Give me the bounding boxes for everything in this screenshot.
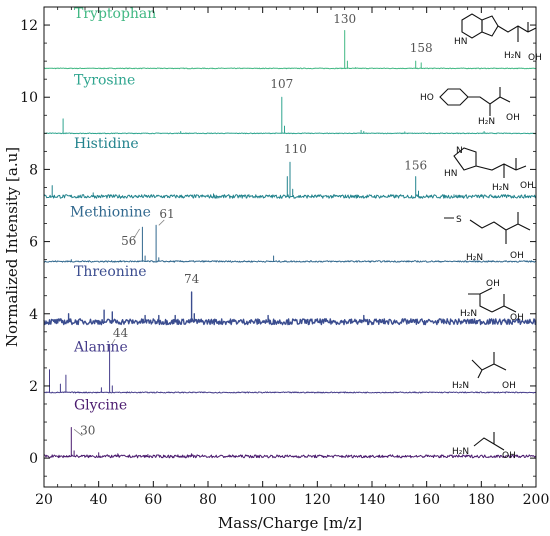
series-label-histidine: Histidine xyxy=(74,136,139,152)
y-tick-label-6: 6 xyxy=(29,235,38,251)
threonine-structure: OH H₂N OH xyxy=(460,279,524,323)
alanine-structure: H₂N OH xyxy=(452,352,516,391)
svg-text:HO: HO xyxy=(420,93,434,103)
peak-label-tyrosine-107: 107 xyxy=(270,77,293,91)
peak-label-alanine-44: 44 xyxy=(113,326,129,340)
plot-area xyxy=(43,30,537,459)
leader-line-methionine-61 xyxy=(158,219,165,226)
svg-text:H₂N: H₂N xyxy=(504,51,521,61)
series-line-methionine xyxy=(43,224,536,263)
series-label-methionine: Methionine xyxy=(70,204,151,220)
x-tick-label-140: 140 xyxy=(359,492,386,508)
y-tick-label-0: 0 xyxy=(29,451,38,467)
series-line-tryptophan xyxy=(43,30,537,70)
svg-text:OH: OH xyxy=(486,279,500,289)
svg-text:H₂N: H₂N xyxy=(466,253,483,263)
leader-line-methionine-56 xyxy=(132,228,141,240)
series-line-histidine xyxy=(43,161,537,199)
svg-text:H₂N: H₂N xyxy=(492,183,509,193)
series-line-glycine xyxy=(43,427,537,459)
methionine-structure: S H₂N OH xyxy=(444,212,531,263)
x-tick-label-20: 20 xyxy=(35,492,53,508)
svg-text:H₂N: H₂N xyxy=(452,447,469,457)
svg-text:H₂N: H₂N xyxy=(478,117,495,127)
x-axis-title: Mass/Charge [m/z] xyxy=(218,514,362,532)
x-tick-label-40: 40 xyxy=(90,492,108,508)
svg-text:OH: OH xyxy=(510,251,524,261)
y-tick-label-2: 2 xyxy=(29,379,38,395)
glycine-structure: H₂N OH xyxy=(452,432,516,461)
peak-label-threonine-74: 74 xyxy=(184,272,200,286)
series-label-glycine: Glycine xyxy=(74,397,127,413)
x-tick-label-120: 120 xyxy=(304,492,331,508)
series-label-tyrosine: Tyrosine xyxy=(74,73,135,89)
peak-label-methionine-61: 61 xyxy=(159,207,174,221)
series-label-threonine: Threonine xyxy=(74,264,147,280)
svg-text:OH: OH xyxy=(502,381,516,391)
y-tick-label-10: 10 xyxy=(20,90,38,106)
molecule-structures: HN H₂N OH HO H₂N OH N HN H₂N OH S H₂N OH xyxy=(420,13,542,461)
tryptophan-structure: HN H₂N OH xyxy=(454,13,542,63)
x-tick-label-80: 80 xyxy=(199,492,217,508)
series-label-tryptophan: Tryptophan xyxy=(74,6,156,22)
svg-text:HN: HN xyxy=(444,169,458,179)
x-tick-label-160: 160 xyxy=(413,492,440,508)
peak-label-glycine-30: 30 xyxy=(80,424,95,438)
series-line-tyrosine xyxy=(43,96,537,135)
series-line-alanine xyxy=(43,343,537,394)
series-label-alanine: Alanine xyxy=(73,340,128,356)
svg-text:H₂N: H₂N xyxy=(460,309,477,319)
y-tick-label-4: 4 xyxy=(29,307,38,323)
svg-text:H₂N: H₂N xyxy=(452,381,469,391)
y-tick-label-8: 8 xyxy=(29,162,38,178)
peak-label-histidine-110: 110 xyxy=(284,142,307,156)
leader-line-glycine-30 xyxy=(73,428,83,437)
svg-text:OH: OH xyxy=(502,451,516,461)
peak-label-methionine-56: 56 xyxy=(121,234,136,248)
label-layer: Tryptophan 130 158 Tyrosine 107 Histidine 110 1… xyxy=(70,6,433,438)
histidine-structure: N HN H₂N OH xyxy=(444,146,534,193)
axes: 20 40 60 80 100 120 140 160 180 200 0 2 4 6 8 10 12 Mass/… xyxy=(3,6,550,532)
x-tick-label-60: 60 xyxy=(144,492,162,508)
svg-text:S: S xyxy=(456,215,462,225)
peak-label-histidine-156: 156 xyxy=(404,158,427,172)
tyrosine-structure: HO H₂N OH xyxy=(420,87,520,127)
peak-label-tryptophan-130: 130 xyxy=(333,12,356,26)
svg-text:N: N xyxy=(456,146,463,156)
leader-line-alanine-44 xyxy=(111,338,116,345)
svg-text:OH: OH xyxy=(528,53,542,63)
y-tick-label-12: 12 xyxy=(20,18,38,34)
y-axis-title: Normalized Intensity [a.u] xyxy=(3,147,21,347)
svg-text:HN: HN xyxy=(454,37,468,47)
peak-label-tryptophan-158: 158 xyxy=(410,41,433,55)
svg-text:OH: OH xyxy=(520,181,534,191)
svg-text:OH: OH xyxy=(506,113,520,123)
x-tick-label-200: 200 xyxy=(523,492,550,508)
x-tick-label-100: 100 xyxy=(249,492,276,508)
svg-text:OH: OH xyxy=(510,313,524,323)
x-tick-label-180: 180 xyxy=(468,492,495,508)
series-line-threonine xyxy=(43,291,537,326)
